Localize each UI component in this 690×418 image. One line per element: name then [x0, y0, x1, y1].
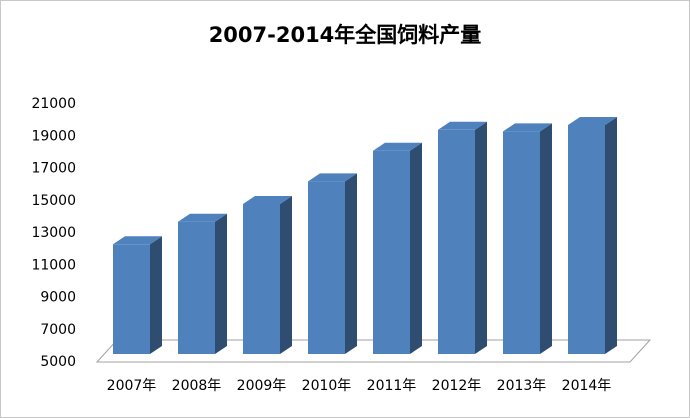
- bar: [243, 203, 280, 354]
- bar: [438, 129, 475, 354]
- bar-side: [215, 213, 227, 354]
- x-tick-label: 2014年: [562, 378, 612, 394]
- y-tick-label: 5000: [40, 354, 76, 370]
- bar-side: [150, 236, 162, 354]
- x-tick-label: 2007年: [107, 378, 157, 394]
- bar-top: [373, 142, 422, 151]
- y-tick-label: 19000: [31, 128, 76, 144]
- bar-top: [178, 213, 227, 222]
- x-tick-label: 2013年: [497, 378, 547, 394]
- bar: [568, 124, 605, 355]
- bar: [178, 221, 215, 354]
- bar-top: [113, 236, 162, 245]
- bar-top: [243, 195, 292, 204]
- x-tick-label: 2010年: [302, 378, 352, 394]
- x-tick-label: 2012年: [432, 378, 482, 394]
- x-tick-label: 2009年: [237, 378, 287, 394]
- bar-top: [503, 123, 552, 132]
- y-tick-label: 13000: [31, 225, 76, 241]
- y-tick-label: 9000: [40, 290, 76, 306]
- y-tick-label: 17000: [31, 161, 76, 177]
- bar: [373, 150, 410, 354]
- x-tick-label: 2008年: [172, 378, 222, 394]
- bar: [503, 131, 540, 354]
- bar: [308, 181, 345, 354]
- bar-top: [308, 173, 357, 182]
- y-tick-label: 7000: [40, 322, 76, 338]
- bar-side: [540, 123, 552, 354]
- y-tick-label: 11000: [31, 257, 76, 273]
- bar-side: [345, 173, 357, 354]
- y-tick-label: 15000: [31, 193, 76, 209]
- bar-side: [410, 142, 422, 354]
- chart-title: 2007-2014年全国饲料产量: [209, 23, 482, 47]
- bar-side: [475, 121, 487, 354]
- bar-top: [568, 116, 617, 125]
- bar-top: [438, 121, 487, 130]
- bar: [113, 244, 150, 354]
- x-tick-label: 2011年: [367, 378, 417, 394]
- bar-side: [605, 116, 617, 355]
- y-tick-label: 21000: [31, 96, 76, 112]
- bar-side: [280, 195, 292, 354]
